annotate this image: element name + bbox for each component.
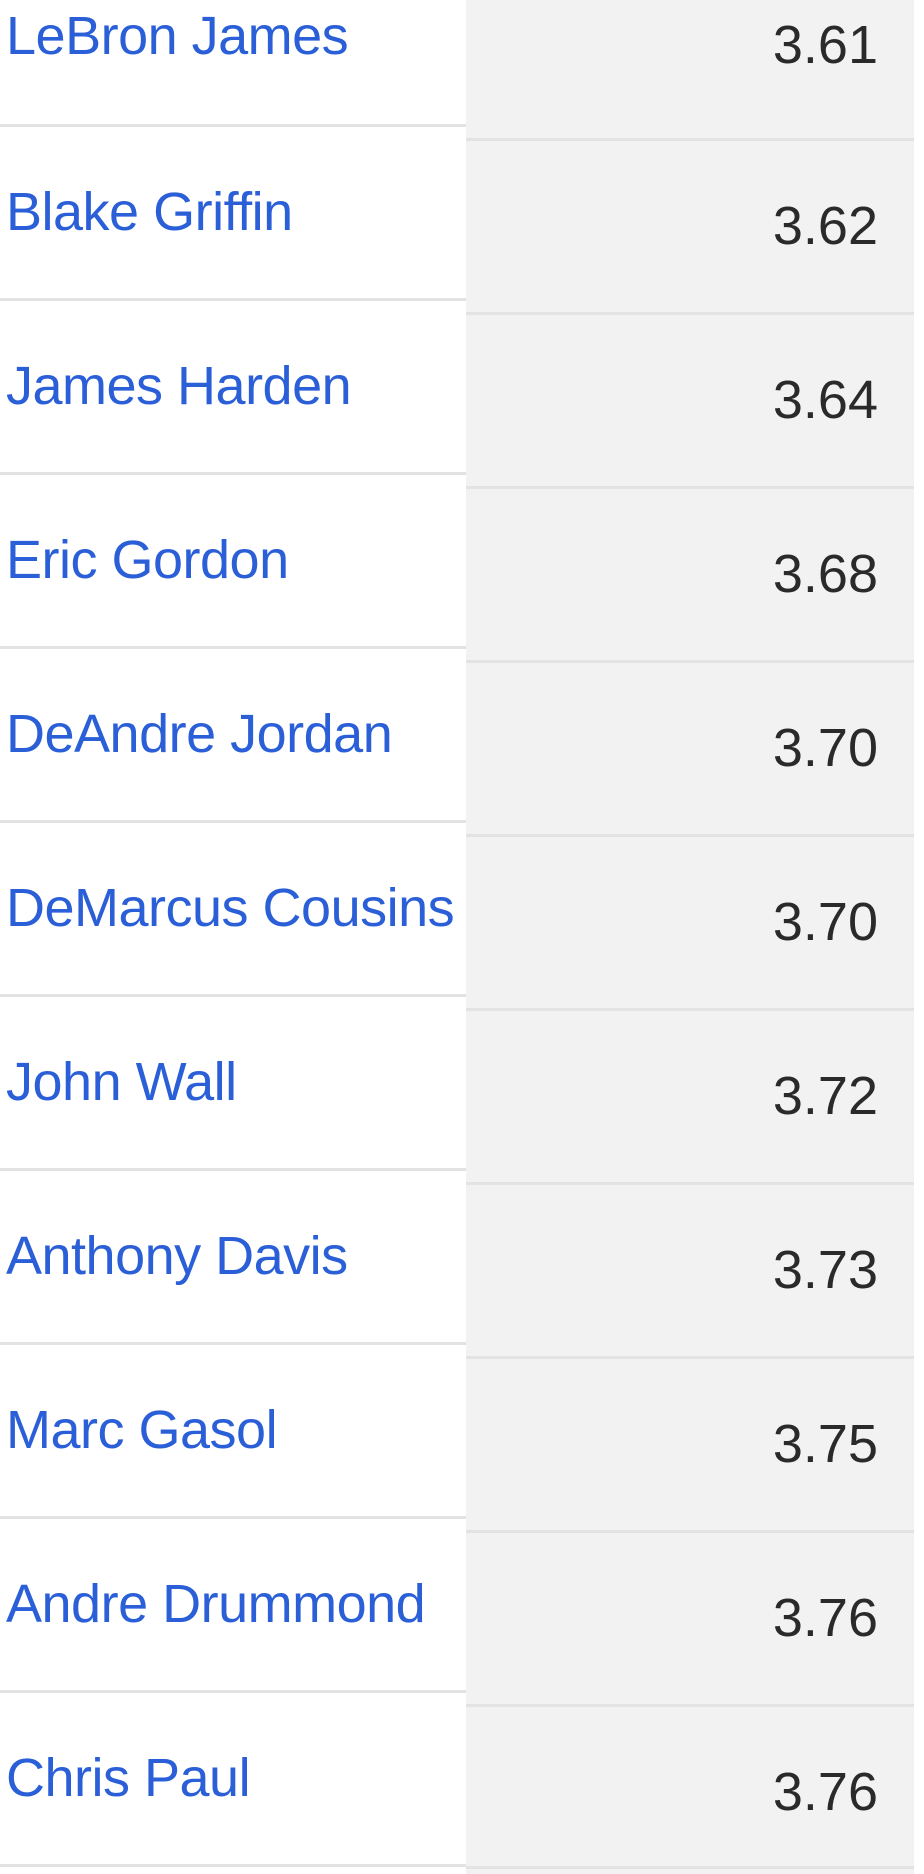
stat-value: 3.70 [772,718,878,778]
player-link[interactable]: Andre Drummond [6,1574,426,1634]
player-cell: DeAndre Jordan [0,696,466,823]
player-link[interactable]: Anthony Davis [6,1226,348,1286]
player-link[interactable]: DeMarcus Cousins [6,878,455,938]
table-row: DeMarcus Cousins 3.70 [0,870,924,1044]
value-cell: 3.64 [466,348,914,489]
value-cell: 3.68 [466,522,914,663]
stat-value: 3.68 [772,544,878,604]
player-link[interactable]: John Wall [6,1052,237,1112]
stat-value: 3.70 [772,892,878,952]
stat-value: 3.62 [772,196,878,256]
table-row: Eric Gordon 3.68 [0,522,924,696]
value-cell: 3.62 [466,174,914,315]
stat-value: 3.72 [772,1066,878,1126]
table-row: James Harden 3.64 [0,348,924,522]
player-link[interactable]: James Harden [6,356,352,416]
table-edge [914,0,924,1874]
table-row: Chris Paul 3.76 [0,1740,924,1874]
value-cell: 3.76 [466,1566,914,1707]
value-cell: 3.75 [466,1392,914,1533]
player-cell: Blake Griffin [0,174,466,301]
player-link[interactable]: LeBron James [6,6,349,66]
table-row: Blake Griffin 3.62 [0,174,924,348]
table-row: DeAndre Jordan 3.70 [0,696,924,870]
table-row: John Wall 3.72 [0,1044,924,1218]
player-cell: James Harden [0,348,466,475]
player-link[interactable]: Blake Griffin [6,182,293,242]
value-cell: 3.76 [466,1740,914,1869]
player-cell: Chris Paul [0,1740,466,1867]
table-row: Marc Gasol 3.75 [0,1392,924,1566]
value-cell: 3.70 [466,870,914,1011]
stat-value: 3.76 [772,1588,878,1648]
value-cell: 3.70 [466,696,914,837]
player-cell: Andre Drummond [0,1566,466,1693]
stat-value: 3.64 [772,370,878,430]
player-cell: DeMarcus Cousins [0,870,466,997]
player-link[interactable]: Chris Paul [6,1748,251,1808]
stat-value: 3.75 [772,1414,878,1474]
table-row: LeBron James 3.61 [0,0,924,174]
value-cell: 3.72 [466,1044,914,1185]
stat-value: 3.61 [772,15,878,75]
player-cell: Marc Gasol [0,1392,466,1519]
value-cell: 3.61 [466,0,914,141]
player-link[interactable]: Marc Gasol [6,1400,278,1460]
stat-value: 3.76 [772,1762,878,1822]
player-link[interactable]: Eric Gordon [6,530,289,590]
table-row: Andre Drummond 3.76 [0,1566,924,1740]
table-row: Anthony Davis 3.73 [0,1218,924,1392]
stat-value: 3.73 [772,1240,878,1300]
player-cell: LeBron James [0,0,466,127]
player-cell: Anthony Davis [0,1218,466,1345]
player-cell: John Wall [0,1044,466,1171]
player-link[interactable]: DeAndre Jordan [6,704,393,764]
value-cell: 3.73 [466,1218,914,1359]
player-cell: Eric Gordon [0,522,466,649]
player-column [0,0,466,1874]
